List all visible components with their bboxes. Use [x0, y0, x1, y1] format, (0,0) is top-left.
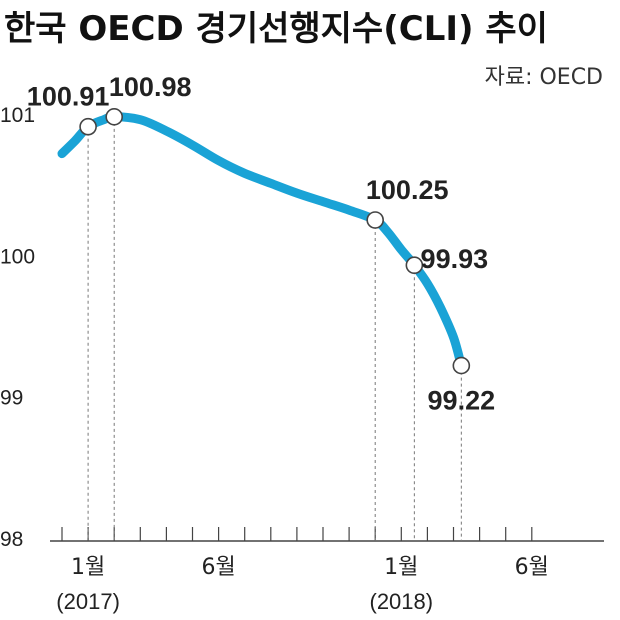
chart-source: 자료: OECD	[485, 65, 603, 90]
data-label: 100.91	[27, 82, 110, 112]
data-point-marker	[105, 108, 123, 126]
data-point-marker	[452, 356, 471, 375]
y-tick-label: 99	[0, 387, 23, 410]
chart-title: 한국 OECD 경기선행지수(CLI) 추이	[4, 9, 548, 49]
data-point-marker	[405, 256, 424, 275]
y-tick-label: 100	[0, 245, 35, 268]
data-label: 100.98	[109, 72, 192, 102]
x-tick-label: 1월	[384, 555, 418, 580]
x-tick-sublabel: (2017)	[56, 589, 120, 614]
x-tick-sublabel: (2018)	[370, 589, 434, 614]
x-tick-label: 6월	[515, 555, 549, 580]
x-tick-label: 6월	[201, 555, 235, 580]
x-tick-label: 1월	[71, 555, 105, 580]
y-tick-label: 98	[0, 528, 23, 551]
data-labels-layer: 100.91 100.98 100.25 99.93 99.22	[27, 72, 495, 416]
data-point-marker	[366, 211, 385, 229]
data-label: 99.22	[428, 386, 496, 416]
y-tick-label: 101	[0, 104, 35, 127]
markers-layer	[79, 108, 471, 375]
guide-lines	[87, 116, 462, 541]
x-axis: 1월 (2017) 6월 1월 (2018) 6월	[50, 527, 604, 614]
data-label: 100.25	[366, 175, 449, 205]
data-label: 99.93	[421, 244, 489, 274]
y-axis: 98 99 100 101	[0, 104, 35, 551]
series-line	[57, 112, 466, 371]
series-layer	[57, 112, 466, 371]
data-point-marker	[79, 117, 97, 136]
